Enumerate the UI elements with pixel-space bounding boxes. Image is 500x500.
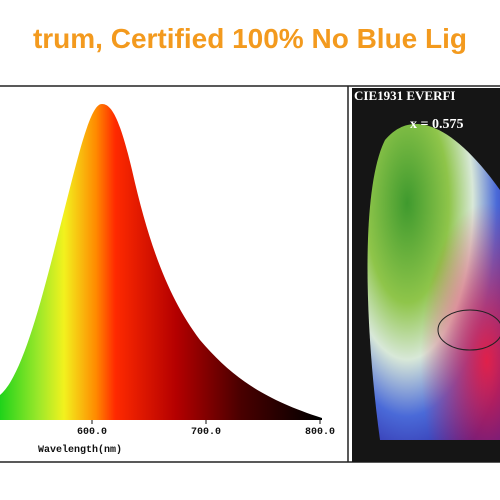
x-tick-label: 600.0 xyxy=(77,427,107,438)
x-tick-label: 800.0 xyxy=(305,427,335,438)
x-axis: 600.0 700.0 800.0 xyxy=(77,420,335,438)
spectrum-curve xyxy=(0,104,322,420)
cie-red xyxy=(367,124,500,441)
x-axis-label: Wavelength(nm) xyxy=(38,444,122,456)
x-tick-label: 700.0 xyxy=(191,427,221,438)
cie-locus xyxy=(437,309,500,351)
cie-readout: x = 0.575 xyxy=(410,117,463,132)
cie-title: CIE1931 EVERFI xyxy=(354,88,456,103)
page-title: trum, Certified 100% No Blue Lig xyxy=(33,23,467,54)
